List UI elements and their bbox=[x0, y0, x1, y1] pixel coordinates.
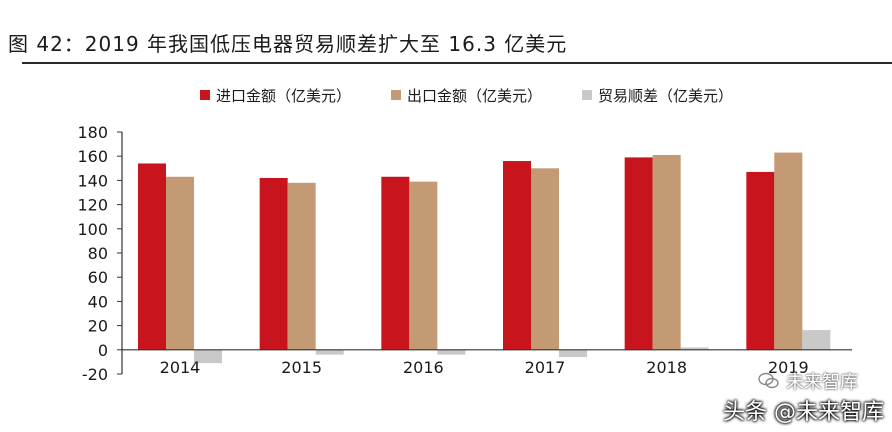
y-tick-label: 120 bbox=[77, 196, 108, 215]
legend-swatch-surplus bbox=[582, 90, 593, 100]
x-tick-label: 2018 bbox=[646, 358, 687, 377]
wechat-icon bbox=[758, 372, 779, 389]
y-tick-label: 40 bbox=[88, 292, 108, 311]
bar-surplus bbox=[802, 330, 831, 350]
x-tick-label: 2016 bbox=[403, 358, 444, 377]
bar-surplus bbox=[194, 349, 222, 364]
legend-label-export: 出口金额（亿美元） bbox=[407, 86, 543, 105]
title-divider bbox=[22, 62, 892, 64]
y-tick-label: 160 bbox=[77, 147, 108, 166]
x-tick-label: 2019 bbox=[768, 358, 809, 377]
bar-export bbox=[652, 154, 681, 350]
y-tick-label: 100 bbox=[77, 220, 108, 239]
legend-swatch-import bbox=[200, 90, 210, 100]
legend-label-surplus: 贸易顺差（亿美元） bbox=[598, 86, 734, 105]
bar-import bbox=[746, 171, 775, 350]
bar-import bbox=[138, 163, 166, 350]
figure-title: 图 42：2019 年我国低压电器贸易顺差扩大至 16.3 亿美元 bbox=[8, 32, 568, 56]
bar-export bbox=[166, 176, 194, 350]
legend-item-import: 进口金额（亿美元） bbox=[200, 85, 351, 106]
bar-export bbox=[774, 152, 803, 350]
y-tick-label: 80 bbox=[88, 244, 108, 263]
bar-import bbox=[381, 176, 410, 350]
bar-surplus bbox=[559, 349, 587, 358]
bar-surplus bbox=[315, 349, 344, 355]
legend-label-import: 进口金额（亿美元） bbox=[216, 86, 352, 105]
y-tick-label: 20 bbox=[88, 317, 108, 336]
bar-export bbox=[531, 168, 559, 350]
wechat-watermark: 未来智库 bbox=[758, 368, 858, 394]
wechat-watermark-text: 未来智库 bbox=[786, 372, 858, 393]
bar-surplus bbox=[680, 347, 709, 350]
chart-legend: 进口金额（亿美元） 出口金额（亿美元） 贸易顺差（亿美元） bbox=[200, 84, 733, 106]
source-watermark: 头条 @未来智库 bbox=[723, 400, 884, 425]
x-tick-label: 2014 bbox=[160, 358, 201, 377]
legend-item-export: 出口金额（亿美元） bbox=[391, 85, 542, 106]
x-tick-label: 2015 bbox=[281, 358, 322, 377]
y-tick-label: 60 bbox=[88, 268, 108, 287]
y-tick-label: -20 bbox=[82, 365, 108, 384]
y-tick-label: 0 bbox=[98, 341, 108, 360]
bar-import bbox=[624, 157, 653, 350]
bar-import bbox=[503, 161, 531, 350]
legend-item-surplus: 贸易顺差（亿美元） bbox=[582, 85, 733, 106]
legend-swatch-export bbox=[391, 90, 402, 100]
x-tick-label: 2017 bbox=[525, 358, 566, 377]
bar-surplus bbox=[437, 349, 466, 355]
y-tick-label: 180 bbox=[77, 123, 108, 142]
bar-export bbox=[287, 182, 316, 350]
bar-export bbox=[409, 181, 438, 350]
y-tick-label: 140 bbox=[77, 171, 108, 190]
bar-import bbox=[259, 177, 288, 350]
